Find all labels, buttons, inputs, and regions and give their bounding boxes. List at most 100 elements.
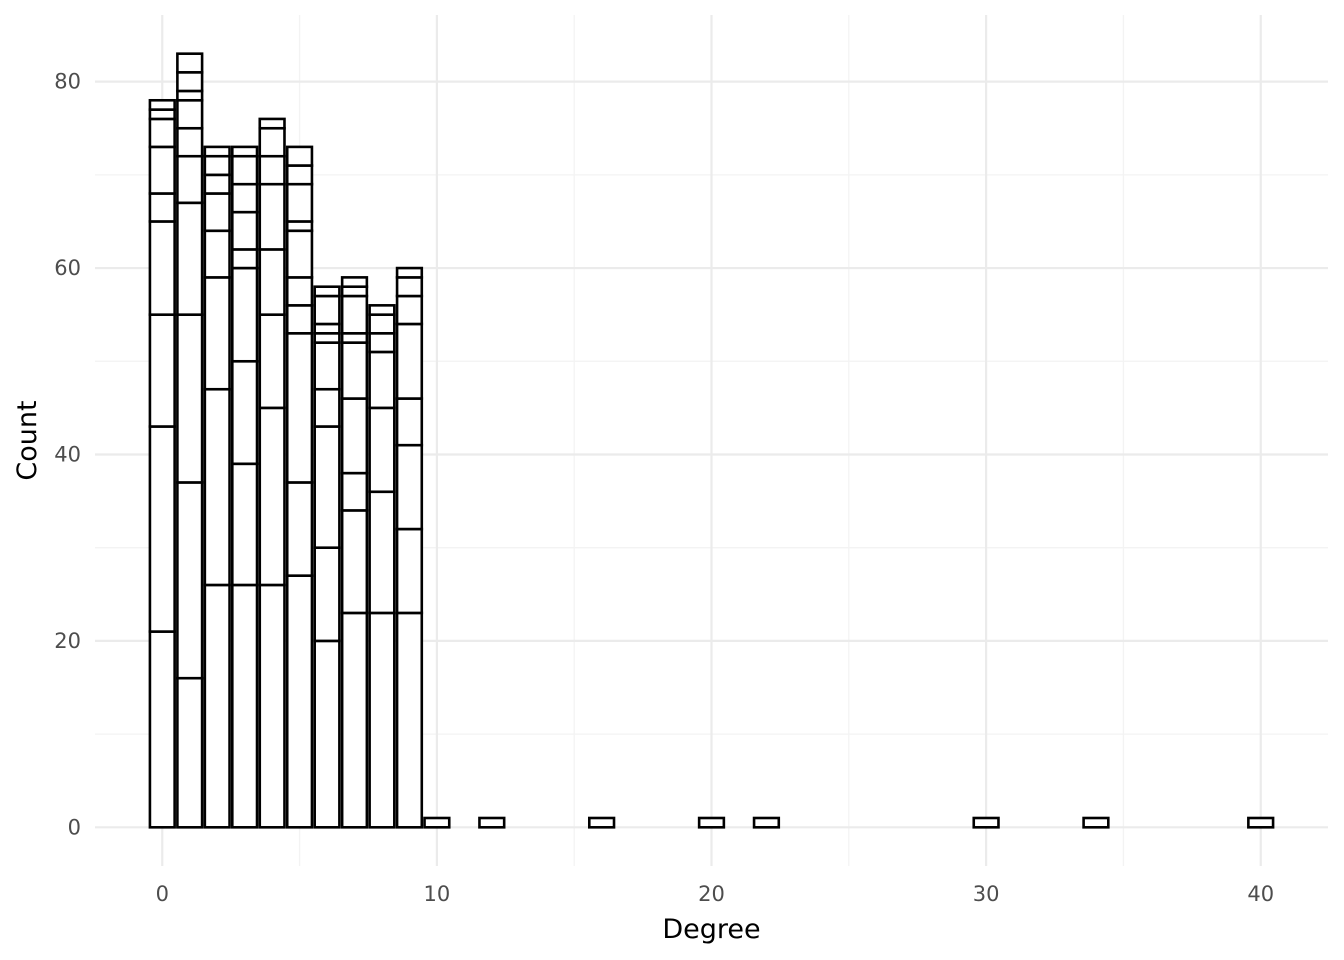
bar-segment <box>368 313 396 335</box>
bar-segment <box>1247 816 1275 829</box>
bar-segment <box>258 154 286 186</box>
bar-segment <box>203 173 231 195</box>
bar-segment <box>313 425 341 549</box>
bar-segment <box>285 481 314 577</box>
bar-segment <box>148 117 176 149</box>
bar-segment <box>340 509 369 615</box>
y-tick-label: 60 <box>54 256 81 280</box>
bar-segment <box>395 322 424 400</box>
bar-segment <box>285 229 314 279</box>
bar-segment <box>203 192 231 233</box>
bar-segment <box>176 71 204 93</box>
bar-segment <box>203 387 231 587</box>
histogram-bar <box>478 816 506 829</box>
bar-segment <box>340 332 369 344</box>
bar-segment <box>423 816 451 829</box>
histogram-bar <box>423 816 451 829</box>
bar-segment <box>697 816 726 829</box>
bar-segment <box>285 574 314 829</box>
bar-segment <box>395 611 424 829</box>
bar-segment <box>313 387 341 428</box>
bar-segment <box>203 583 231 829</box>
bar-segment <box>368 406 396 494</box>
histogram-bar <box>313 285 341 829</box>
bar-segment <box>368 611 396 829</box>
x-tick-label: 40 <box>1247 882 1274 906</box>
bar-segment <box>176 676 204 829</box>
bar-segment <box>285 220 314 233</box>
bar-segment <box>148 425 176 633</box>
y-tick-label: 40 <box>54 442 81 466</box>
bar-segment <box>313 639 341 829</box>
histogram-bar <box>752 816 781 829</box>
bar-segment <box>340 611 369 829</box>
bar-segment <box>258 126 286 158</box>
bar-segment <box>395 397 424 447</box>
x-tick-label: 20 <box>698 882 725 906</box>
bar-segment <box>1082 816 1110 829</box>
bar-segment <box>258 406 286 587</box>
bar-segment <box>231 266 259 363</box>
histogram-bar <box>972 816 1000 829</box>
bar-segment <box>313 294 341 326</box>
bar-segment <box>258 583 286 829</box>
axis-ticks: 0 10 20 30 40 0 20 40 60 80 <box>54 70 1274 906</box>
bar-segment <box>285 182 314 223</box>
bar-segment <box>368 304 396 316</box>
bar-segment <box>368 332 396 354</box>
bar-segment <box>176 154 204 205</box>
histogram-bar <box>258 117 286 829</box>
bar-segment <box>340 471 369 512</box>
x-tick-label: 30 <box>973 882 1000 906</box>
bar-segment <box>258 182 286 251</box>
bar-segment <box>587 816 616 829</box>
bar-segment <box>176 52 204 74</box>
bar-segment <box>313 322 341 335</box>
bar-segment <box>203 145 231 158</box>
bar-segment <box>478 816 506 829</box>
bar-segment <box>176 126 204 158</box>
y-tick-label: 0 <box>68 815 81 839</box>
bar-segment <box>203 276 231 391</box>
bar-segment <box>752 816 781 829</box>
bar-segment <box>340 276 369 289</box>
histogram-bar <box>285 145 314 829</box>
bar-segment <box>285 164 314 186</box>
bar-segment <box>258 117 286 130</box>
bar-segment <box>231 359 259 466</box>
histogram-bar <box>1247 816 1275 829</box>
bar-segment <box>285 304 314 335</box>
bar-segment <box>313 285 341 298</box>
bar-segment <box>395 266 424 279</box>
bar-segment <box>258 313 286 410</box>
bar-segment <box>368 490 396 615</box>
bar-segment <box>176 98 204 130</box>
bar-segment <box>231 145 259 158</box>
y-tick-label: 20 <box>54 629 81 653</box>
histogram-bar <box>148 98 176 829</box>
histogram-bars <box>148 52 1275 829</box>
histogram-bar <box>395 266 424 829</box>
bar-segment <box>395 443 424 531</box>
x-tick-label: 0 <box>156 882 169 906</box>
bar-segment <box>340 341 369 400</box>
x-axis-title: Degree <box>662 914 760 945</box>
y-axis-title: Count <box>12 400 43 480</box>
bar-segment <box>340 294 369 335</box>
bar-segment <box>203 229 231 279</box>
histogram-bar <box>176 52 204 829</box>
bar-segment <box>148 145 176 195</box>
bar-segment <box>231 154 259 186</box>
bar-segment <box>231 248 259 270</box>
histogram-bar <box>697 816 726 829</box>
histogram-bar <box>231 145 259 829</box>
bar-segment <box>148 108 176 121</box>
bar-segment <box>313 546 341 643</box>
x-tick-label: 10 <box>424 882 451 906</box>
histogram-bar <box>340 276 369 829</box>
bar-segment <box>285 332 314 484</box>
bar-segment <box>148 630 176 829</box>
histogram-bar <box>368 304 396 829</box>
bar-segment <box>176 481 204 680</box>
bar-segment <box>231 583 259 829</box>
